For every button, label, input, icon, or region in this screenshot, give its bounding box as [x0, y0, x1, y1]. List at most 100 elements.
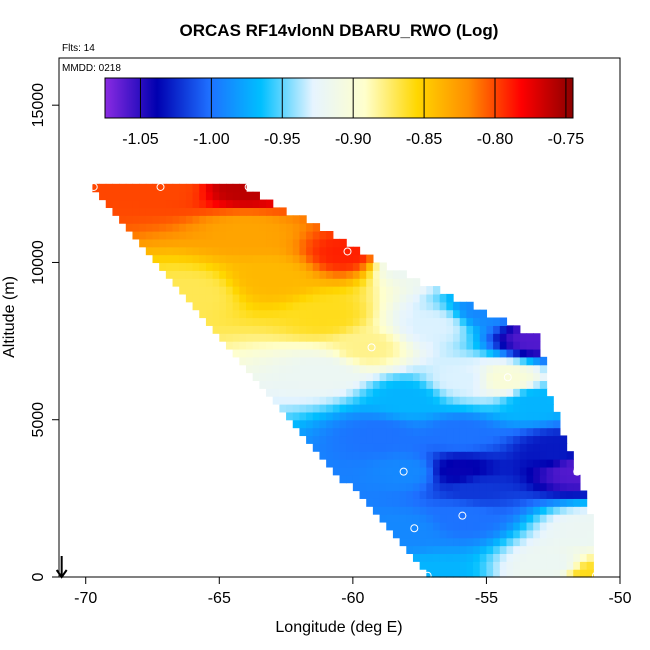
heatmap-cell: [279, 333, 287, 342]
heatmap-cell: [446, 301, 454, 311]
heatmap-cell: [419, 545, 427, 555]
heatmap-cell: [132, 207, 140, 216]
heatmap-cell: [326, 348, 334, 358]
heatmap-cell: [386, 474, 394, 484]
heatmap-cell: [346, 396, 354, 405]
heatmap-cell: [179, 254, 187, 264]
heatmap-cell: [219, 183, 227, 193]
heatmap-cell: [499, 482, 508, 492]
heatmap-cell: [319, 388, 327, 397]
heatmap-cell: [225, 238, 234, 248]
heatmap-cell: [286, 333, 294, 342]
heatmap-cell: [539, 553, 548, 562]
heatmap-cell: [306, 372, 314, 382]
heatmap-cell: [199, 270, 207, 279]
heatmap-cell: [139, 183, 147, 193]
heatmap-cell: [379, 286, 387, 295]
heatmap-cell: [453, 333, 461, 342]
heatmap-cell: [386, 333, 394, 342]
heatmap-cell: [346, 443, 354, 452]
heatmap-cell: [306, 246, 314, 256]
heatmap-cell: [399, 419, 407, 429]
heatmap-cell: [519, 482, 528, 492]
heatmap-cell: [332, 325, 341, 334]
heatmap-cell: [473, 404, 481, 413]
heatmap-cell: [259, 270, 267, 279]
heatmap-cell: [386, 490, 394, 499]
heatmap-cell: [499, 364, 508, 374]
heatmap-cell: [459, 419, 467, 429]
heatmap-cell: [439, 396, 447, 405]
heatmap-cell: [372, 325, 381, 334]
heatmap-cell: [232, 333, 240, 342]
heatmap-cell: [446, 561, 454, 570]
heatmap-cell: [539, 435, 548, 444]
heatmap-cell: [406, 325, 414, 334]
heatmap-cell: [199, 191, 207, 201]
heatmap-cell: [152, 191, 160, 201]
heatmap-cell: [506, 569, 514, 578]
heatmap-cell: [312, 231, 321, 240]
colorbar-tick-label: -0.75: [548, 131, 585, 148]
heatmap-cell: [172, 183, 180, 193]
heatmap-cell: [366, 341, 374, 350]
heatmap-cell: [292, 238, 301, 248]
heatmap-cell: [406, 333, 414, 342]
heatmap-cell: [573, 514, 581, 523]
heatmap-cell: [272, 215, 280, 224]
heatmap-cell: [453, 317, 461, 326]
heatmap-cell: [139, 238, 147, 248]
heatmap-cell: [453, 521, 461, 531]
heatmap-cell: [299, 364, 307, 374]
heatmap-cell: [212, 238, 220, 248]
heatmap-cell: [372, 301, 381, 311]
heatmap-cell: [446, 435, 454, 444]
heatmap-cell: [339, 396, 347, 405]
heatmap-cell: [493, 372, 501, 382]
heatmap-cell: [406, 356, 414, 366]
heatmap-cell: [546, 427, 554, 437]
heatmap-cell: [453, 301, 461, 311]
heatmap-cell: [352, 474, 361, 484]
heatmap-cell: [319, 404, 327, 413]
heatmap-cell: [326, 380, 334, 389]
heatmap-cell: [372, 356, 381, 366]
heatmap-cell: [279, 301, 287, 311]
heatmap-cell: [332, 404, 341, 413]
heatmap-cell: [219, 223, 227, 232]
heatmap-cell: [513, 396, 521, 405]
heatmap-cell: [473, 317, 481, 326]
heatmap-cell: [399, 451, 407, 460]
heatmap-cell: [145, 238, 154, 248]
heatmap-cell: [252, 356, 260, 366]
heatmap-cell: [439, 309, 447, 319]
heatmap-cell: [479, 309, 488, 319]
heatmap-cell: [539, 561, 548, 570]
heatmap-cell: [513, 388, 521, 397]
heatmap-cell: [306, 419, 314, 429]
heatmap-cell: [339, 435, 347, 444]
heatmap-cell: [439, 364, 447, 374]
heatmap-cell: [406, 490, 414, 499]
heatmap-cell: [366, 325, 374, 334]
heatmap-cell: [359, 490, 367, 499]
heatmap-cell: [266, 372, 274, 382]
heatmap-cell: [446, 459, 454, 468]
heatmap-cell: [459, 325, 467, 334]
heatmap-cell: [453, 506, 461, 515]
heatmap-cell: [312, 278, 321, 287]
heatmap-cell: [286, 278, 294, 287]
heatmap-cell: [499, 404, 508, 413]
heatmap-cell: [446, 356, 454, 366]
heatmap-cell: [379, 459, 387, 468]
heatmap-cell: [239, 325, 247, 334]
heatmap-cell: [205, 286, 214, 295]
heatmap-cell: [239, 301, 247, 311]
heatmap-cell: [392, 333, 401, 342]
heatmap-cell: [185, 191, 194, 201]
heatmap-cell: [292, 396, 301, 405]
heatmap-cell: [272, 246, 280, 256]
heatmap-cell: [466, 506, 474, 515]
heatmap-cell: [506, 348, 514, 358]
heatmap-cell: [359, 435, 367, 444]
